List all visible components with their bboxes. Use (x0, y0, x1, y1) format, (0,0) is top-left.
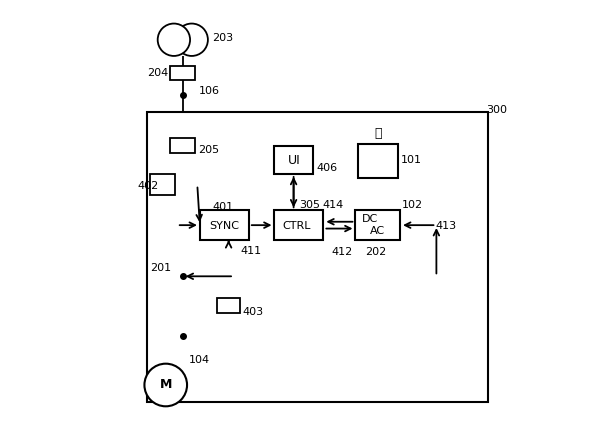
Text: UI: UI (288, 154, 301, 167)
Text: 413: 413 (436, 221, 457, 230)
Text: CTRL: CTRL (282, 221, 311, 230)
Bar (274, 210, 323, 240)
Bar (170, 138, 195, 153)
Text: 203: 203 (212, 33, 234, 42)
Text: SYNC: SYNC (209, 221, 239, 230)
Bar (217, 298, 241, 313)
Text: 106: 106 (199, 86, 220, 96)
Text: 102: 102 (402, 199, 424, 210)
Text: 402: 402 (137, 181, 158, 191)
Text: 305: 305 (299, 199, 320, 210)
Circle shape (145, 364, 187, 406)
Text: 101: 101 (401, 155, 422, 165)
Text: AC: AC (370, 226, 385, 236)
Circle shape (176, 24, 208, 56)
Text: 202: 202 (365, 247, 386, 257)
Bar (355, 210, 400, 240)
Bar (358, 144, 398, 178)
Text: ⏚: ⏚ (374, 127, 382, 140)
Circle shape (158, 24, 190, 56)
Text: 104: 104 (189, 355, 211, 365)
Text: 406: 406 (316, 163, 337, 173)
Text: 300: 300 (487, 105, 508, 115)
Text: 204: 204 (148, 68, 169, 78)
Text: 412: 412 (331, 247, 352, 257)
Text: 403: 403 (242, 307, 263, 317)
Text: 205: 205 (199, 145, 220, 155)
Text: M: M (160, 378, 172, 392)
Text: 201: 201 (150, 263, 171, 273)
Text: 411: 411 (241, 246, 262, 256)
Bar (200, 210, 249, 240)
Bar (150, 174, 175, 195)
Text: 414: 414 (323, 199, 344, 210)
Bar (274, 146, 313, 174)
Bar (170, 66, 195, 80)
Text: DC: DC (362, 214, 378, 224)
Text: 401: 401 (212, 202, 234, 212)
Bar (146, 112, 488, 402)
